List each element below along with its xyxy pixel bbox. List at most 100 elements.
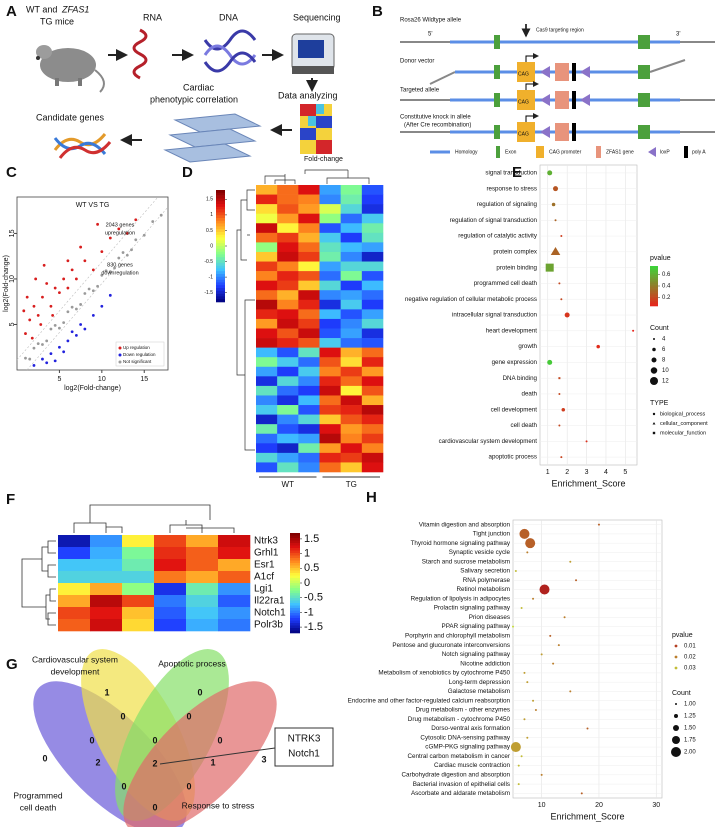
heatmap-cell (298, 290, 320, 301)
legend-label: Down regulation (123, 352, 156, 357)
legend-label: biological_process (660, 411, 705, 417)
heatmap-cell (277, 443, 299, 454)
legend-marker (674, 655, 678, 659)
venn-count: 2 (152, 758, 157, 768)
colorbar-step (290, 605, 300, 609)
heatmap-cell (256, 309, 278, 320)
point (134, 238, 138, 242)
colorbar-step (650, 287, 658, 289)
point (91, 289, 95, 293)
x-tick-label: 1 (546, 469, 550, 476)
legend-label: molecular_function (660, 430, 706, 436)
colorbar-step (216, 296, 225, 300)
category-label: Metabolism of xenobiotics by cytochrome … (378, 670, 510, 677)
point (517, 783, 520, 786)
venn-set-label: Cardiovascular system (32, 654, 118, 664)
legend-label: 1.25 (684, 714, 696, 720)
colorbar-step (650, 274, 658, 276)
colorbar-step (216, 279, 225, 283)
heatmap-cell (340, 223, 363, 234)
colorbar-step (216, 232, 225, 236)
point (557, 644, 560, 647)
legend-label: Not significant (123, 359, 152, 364)
heatmap-cell (256, 223, 278, 234)
category-label: programmed cell death (474, 280, 538, 287)
heatmap-cell (256, 357, 278, 368)
point (151, 220, 155, 223)
point (53, 286, 57, 290)
heatmap-cell (340, 433, 363, 444)
colorbar-step (650, 267, 658, 269)
legend-label: 8 (662, 358, 666, 364)
dna-icon (53, 133, 112, 159)
point (41, 295, 44, 299)
heatmap-cell (361, 366, 384, 377)
chart-title: WT VS TG (76, 202, 110, 209)
heatmap-cell (361, 232, 384, 243)
colorbar-step (216, 212, 225, 216)
point (58, 326, 61, 330)
point (53, 359, 57, 363)
category-label: Long-term depression (449, 679, 511, 686)
heatmap-cell (298, 452, 320, 463)
point (42, 263, 46, 267)
colorbar-step (216, 282, 225, 286)
heatmap-cell (340, 213, 363, 224)
point (596, 344, 600, 349)
point (58, 291, 61, 295)
colorbar-step (216, 226, 225, 230)
colorbar-step (290, 625, 300, 629)
heatmap-cell (218, 535, 251, 548)
y-tick-label: 15 (9, 229, 16, 237)
colorbar-step (216, 265, 225, 269)
venn-count: 0 (186, 711, 191, 721)
heatmap-cell (319, 366, 341, 377)
label: phenotypic correlation (150, 94, 238, 104)
heatmap-cell (277, 290, 299, 301)
heatmap-cell (277, 433, 299, 444)
colorbar-step (216, 209, 225, 213)
dendrogram (21, 504, 235, 626)
point (51, 313, 55, 317)
heatmap-cell (340, 357, 363, 368)
heatmap-cell (218, 571, 251, 584)
colorbar-step (216, 290, 225, 294)
point (540, 773, 543, 776)
colorbar-step (216, 215, 225, 219)
colorbar-step (216, 220, 225, 224)
colorbar-label: -1 (304, 606, 314, 618)
colorbar-step (650, 282, 658, 284)
point (558, 377, 561, 380)
point (514, 569, 517, 572)
colorbar-step (650, 271, 658, 273)
legend-marker (652, 431, 656, 435)
colorbar-label: 0 (210, 243, 213, 249)
heatmap-cell (361, 424, 384, 435)
label: Candidate genes (36, 112, 105, 122)
colorbar-step (290, 568, 300, 571)
heatmap-cell (58, 619, 91, 632)
label: Data analyzing (278, 90, 338, 100)
plot-area (16, 196, 169, 371)
legend-marker (674, 666, 678, 670)
heatmap-cell (340, 299, 363, 310)
colorbar-step (290, 573, 300, 576)
colorbar-step (216, 288, 225, 292)
point (58, 345, 61, 349)
legend-marker (671, 747, 681, 757)
category-label: protein complex (493, 248, 538, 255)
heatmap-cell (340, 405, 363, 415)
heatmap-cell (256, 376, 278, 387)
heatmap-cell (277, 309, 299, 320)
heatmap-cell (256, 261, 278, 272)
row-label: Notch1 (254, 608, 286, 619)
colorbar-step (290, 580, 300, 584)
heatmap-cell (58, 559, 91, 572)
legend: Homology Exon CAG promoter ZFAS1 gene lo… (430, 146, 706, 158)
heatmap-cell (319, 405, 341, 415)
heatmap-cell (298, 213, 320, 224)
colorbar-step (650, 296, 658, 299)
category-label: Porphyrin and chlorophyll metabolism (405, 633, 510, 640)
point (62, 277, 66, 281)
point (549, 634, 552, 637)
